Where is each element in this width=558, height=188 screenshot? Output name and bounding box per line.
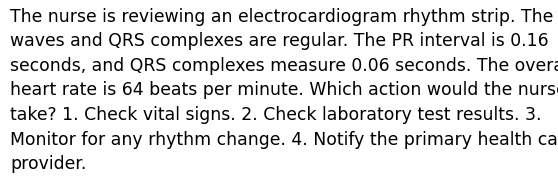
Text: The nurse is reviewing an electrocardiogram rhythm strip. The P: The nurse is reviewing an electrocardiog… [10,8,558,26]
Text: Monitor for any rhythm change. 4. Notify the primary health care: Monitor for any rhythm change. 4. Notify… [10,131,558,149]
Text: take? 1. Check vital signs. 2. Check laboratory test results. 3.: take? 1. Check vital signs. 2. Check lab… [10,106,542,124]
Text: waves and QRS complexes are regular. The PR interval is 0.16: waves and QRS complexes are regular. The… [10,32,549,50]
Text: seconds, and QRS complexes measure 0.06 seconds. The overall: seconds, and QRS complexes measure 0.06 … [10,57,558,75]
Text: heart rate is 64 beats per minute. Which action would the nurse: heart rate is 64 beats per minute. Which… [10,81,558,99]
Text: provider.: provider. [10,155,86,173]
